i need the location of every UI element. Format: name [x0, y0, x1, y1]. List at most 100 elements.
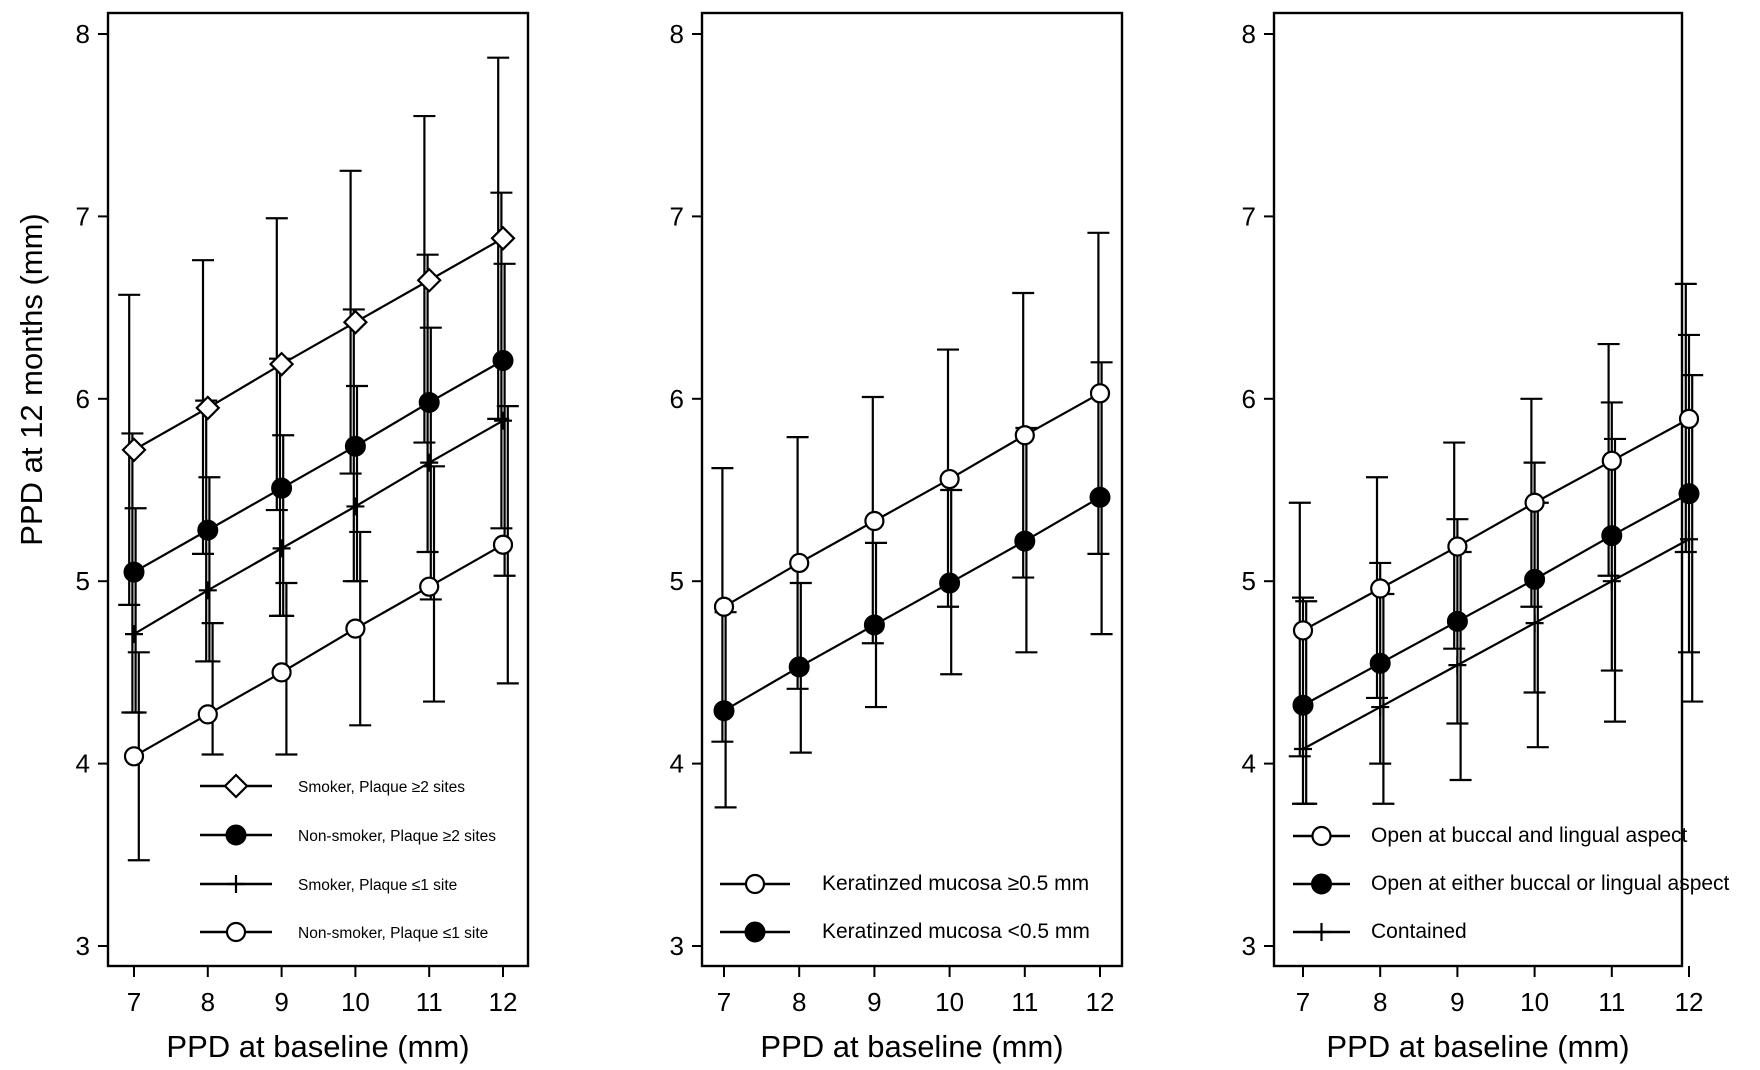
- y-tick-label: 5: [1242, 566, 1256, 596]
- data-point: [713, 596, 735, 617]
- data-point: [419, 576, 440, 597]
- data-point: [344, 435, 366, 457]
- data-point: [1678, 483, 1700, 505]
- legend-label: Contained: [1371, 920, 1467, 943]
- data-point: [1089, 383, 1111, 404]
- x-tick-label: 11: [416, 987, 443, 1017]
- x-axis-title: PPD at baseline (mm): [1326, 1029, 1629, 1064]
- series-line: [723, 496, 1101, 712]
- x-tick-label: 8: [201, 987, 215, 1017]
- data-point: [271, 662, 292, 683]
- data-point: [197, 519, 219, 541]
- data-point: [1601, 450, 1622, 471]
- data-point: [1369, 652, 1391, 674]
- legend-label: Smoker, Plaque ≥2 sites: [298, 779, 465, 796]
- x-tick-label: 12: [1675, 987, 1704, 1017]
- legend-marker: [744, 873, 766, 895]
- data-point: [1601, 525, 1623, 547]
- data-point: [416, 267, 442, 293]
- x-tick-label: 11: [1598, 987, 1625, 1017]
- legend-marker: [223, 773, 249, 799]
- y-tick-label: 7: [76, 201, 90, 231]
- data-point: [123, 561, 145, 583]
- data-point: [345, 618, 366, 639]
- legend-marker: [744, 921, 766, 943]
- data-point: [1292, 694, 1314, 716]
- y-tick-label: 4: [1242, 749, 1256, 779]
- legend-label: Keratinzed mucosa ≥0.5 mm: [822, 872, 1089, 895]
- series-line: [133, 359, 504, 574]
- series-line: [133, 419, 504, 636]
- data-point: [1014, 530, 1036, 552]
- data-point: [269, 351, 295, 377]
- series-line: [1302, 538, 1690, 750]
- x-tick-label: 7: [717, 987, 731, 1017]
- y-tick-label: 5: [76, 566, 90, 596]
- y-tick-label: 6: [76, 384, 90, 414]
- y-tick-label: 8: [1242, 19, 1256, 49]
- x-tick-label: 12: [1086, 987, 1115, 1017]
- x-axis-title: PPD at baseline (mm): [760, 1029, 1063, 1064]
- x-tick-label: 8: [1373, 987, 1387, 1017]
- y-tick-label: 3: [1242, 931, 1256, 961]
- y-tick-label: 7: [1242, 201, 1256, 231]
- data-point: [1014, 425, 1035, 446]
- data-point: [1089, 486, 1111, 508]
- data-point: [490, 225, 516, 251]
- legend-marker: [1311, 873, 1332, 895]
- x-tick-label: 7: [1296, 987, 1310, 1017]
- data-point: [1370, 578, 1391, 599]
- data-point: [713, 700, 735, 722]
- y-tick-label: 4: [670, 749, 684, 779]
- data-point: [1678, 408, 1700, 429]
- x-tick-label: 10: [935, 987, 964, 1017]
- y-tick-label: 7: [670, 201, 684, 231]
- x-tick-label: 9: [1450, 987, 1464, 1017]
- data-point: [418, 391, 440, 413]
- data-point: [195, 395, 221, 421]
- panel-defect-configuration: 3 4 5 6 7 8 7 8 9 10 11 12 PPD at baseline (mm) Open …: [1242, 11, 1730, 1064]
- data-point: [1292, 620, 1314, 641]
- data-point: [342, 309, 368, 335]
- y-tick-label: 6: [670, 384, 684, 414]
- data-point: [1446, 610, 1468, 632]
- legend-label: Open at either buccal or lingual aspect: [1371, 872, 1730, 895]
- data-point: [863, 614, 885, 636]
- data-point: [123, 746, 145, 767]
- series-line: [133, 237, 504, 451]
- x-tick-label: 10: [1520, 987, 1549, 1017]
- y-tick-label: 8: [670, 19, 684, 49]
- legend-marker: [1311, 825, 1332, 847]
- series-line: [1302, 417, 1690, 632]
- data-point: [864, 510, 885, 532]
- legend-marker: [225, 921, 247, 943]
- x-tick-label: 9: [274, 987, 288, 1017]
- legend-label: Smoker, Plaque ≤1 site: [298, 877, 457, 894]
- data-point: [121, 437, 147, 463]
- plot-frame: [700, 11, 1124, 968]
- data-point: [1447, 536, 1468, 557]
- legend-label: Open at buccal and lingual aspect: [1371, 824, 1688, 847]
- data-point: [939, 572, 961, 594]
- plot-frame: [106, 11, 530, 968]
- x-tick-label: 7: [127, 987, 141, 1017]
- x-tick-label: 10: [341, 987, 370, 1017]
- data-point: [939, 468, 960, 490]
- y-tick-label: 3: [670, 931, 684, 961]
- x-tick-label: 12: [489, 987, 518, 1017]
- x-tick-label: 8: [792, 987, 806, 1017]
- legend-marker: [225, 824, 247, 846]
- data-point: [492, 349, 514, 371]
- y-tick-label: 5: [670, 566, 684, 596]
- legend-label: Keratinzed mucosa <0.5 mm: [822, 920, 1090, 943]
- series-line: [133, 543, 504, 758]
- data-point: [788, 656, 810, 678]
- y-axis-title: PPD at 12 months (mm): [14, 213, 49, 545]
- y-tick-label: 6: [1242, 384, 1256, 414]
- data-point: [1524, 568, 1546, 590]
- series-line: [723, 392, 1101, 608]
- y-tick-label: 3: [76, 931, 90, 961]
- legend-label: Non-smoker, Plaque ≥2 sites: [298, 828, 496, 845]
- panel-keratinized-mucosa: 3 4 5 6 7 8 7 8 9 10 11 12 PPD at baseline (mm) Kerat…: [670, 11, 1124, 1064]
